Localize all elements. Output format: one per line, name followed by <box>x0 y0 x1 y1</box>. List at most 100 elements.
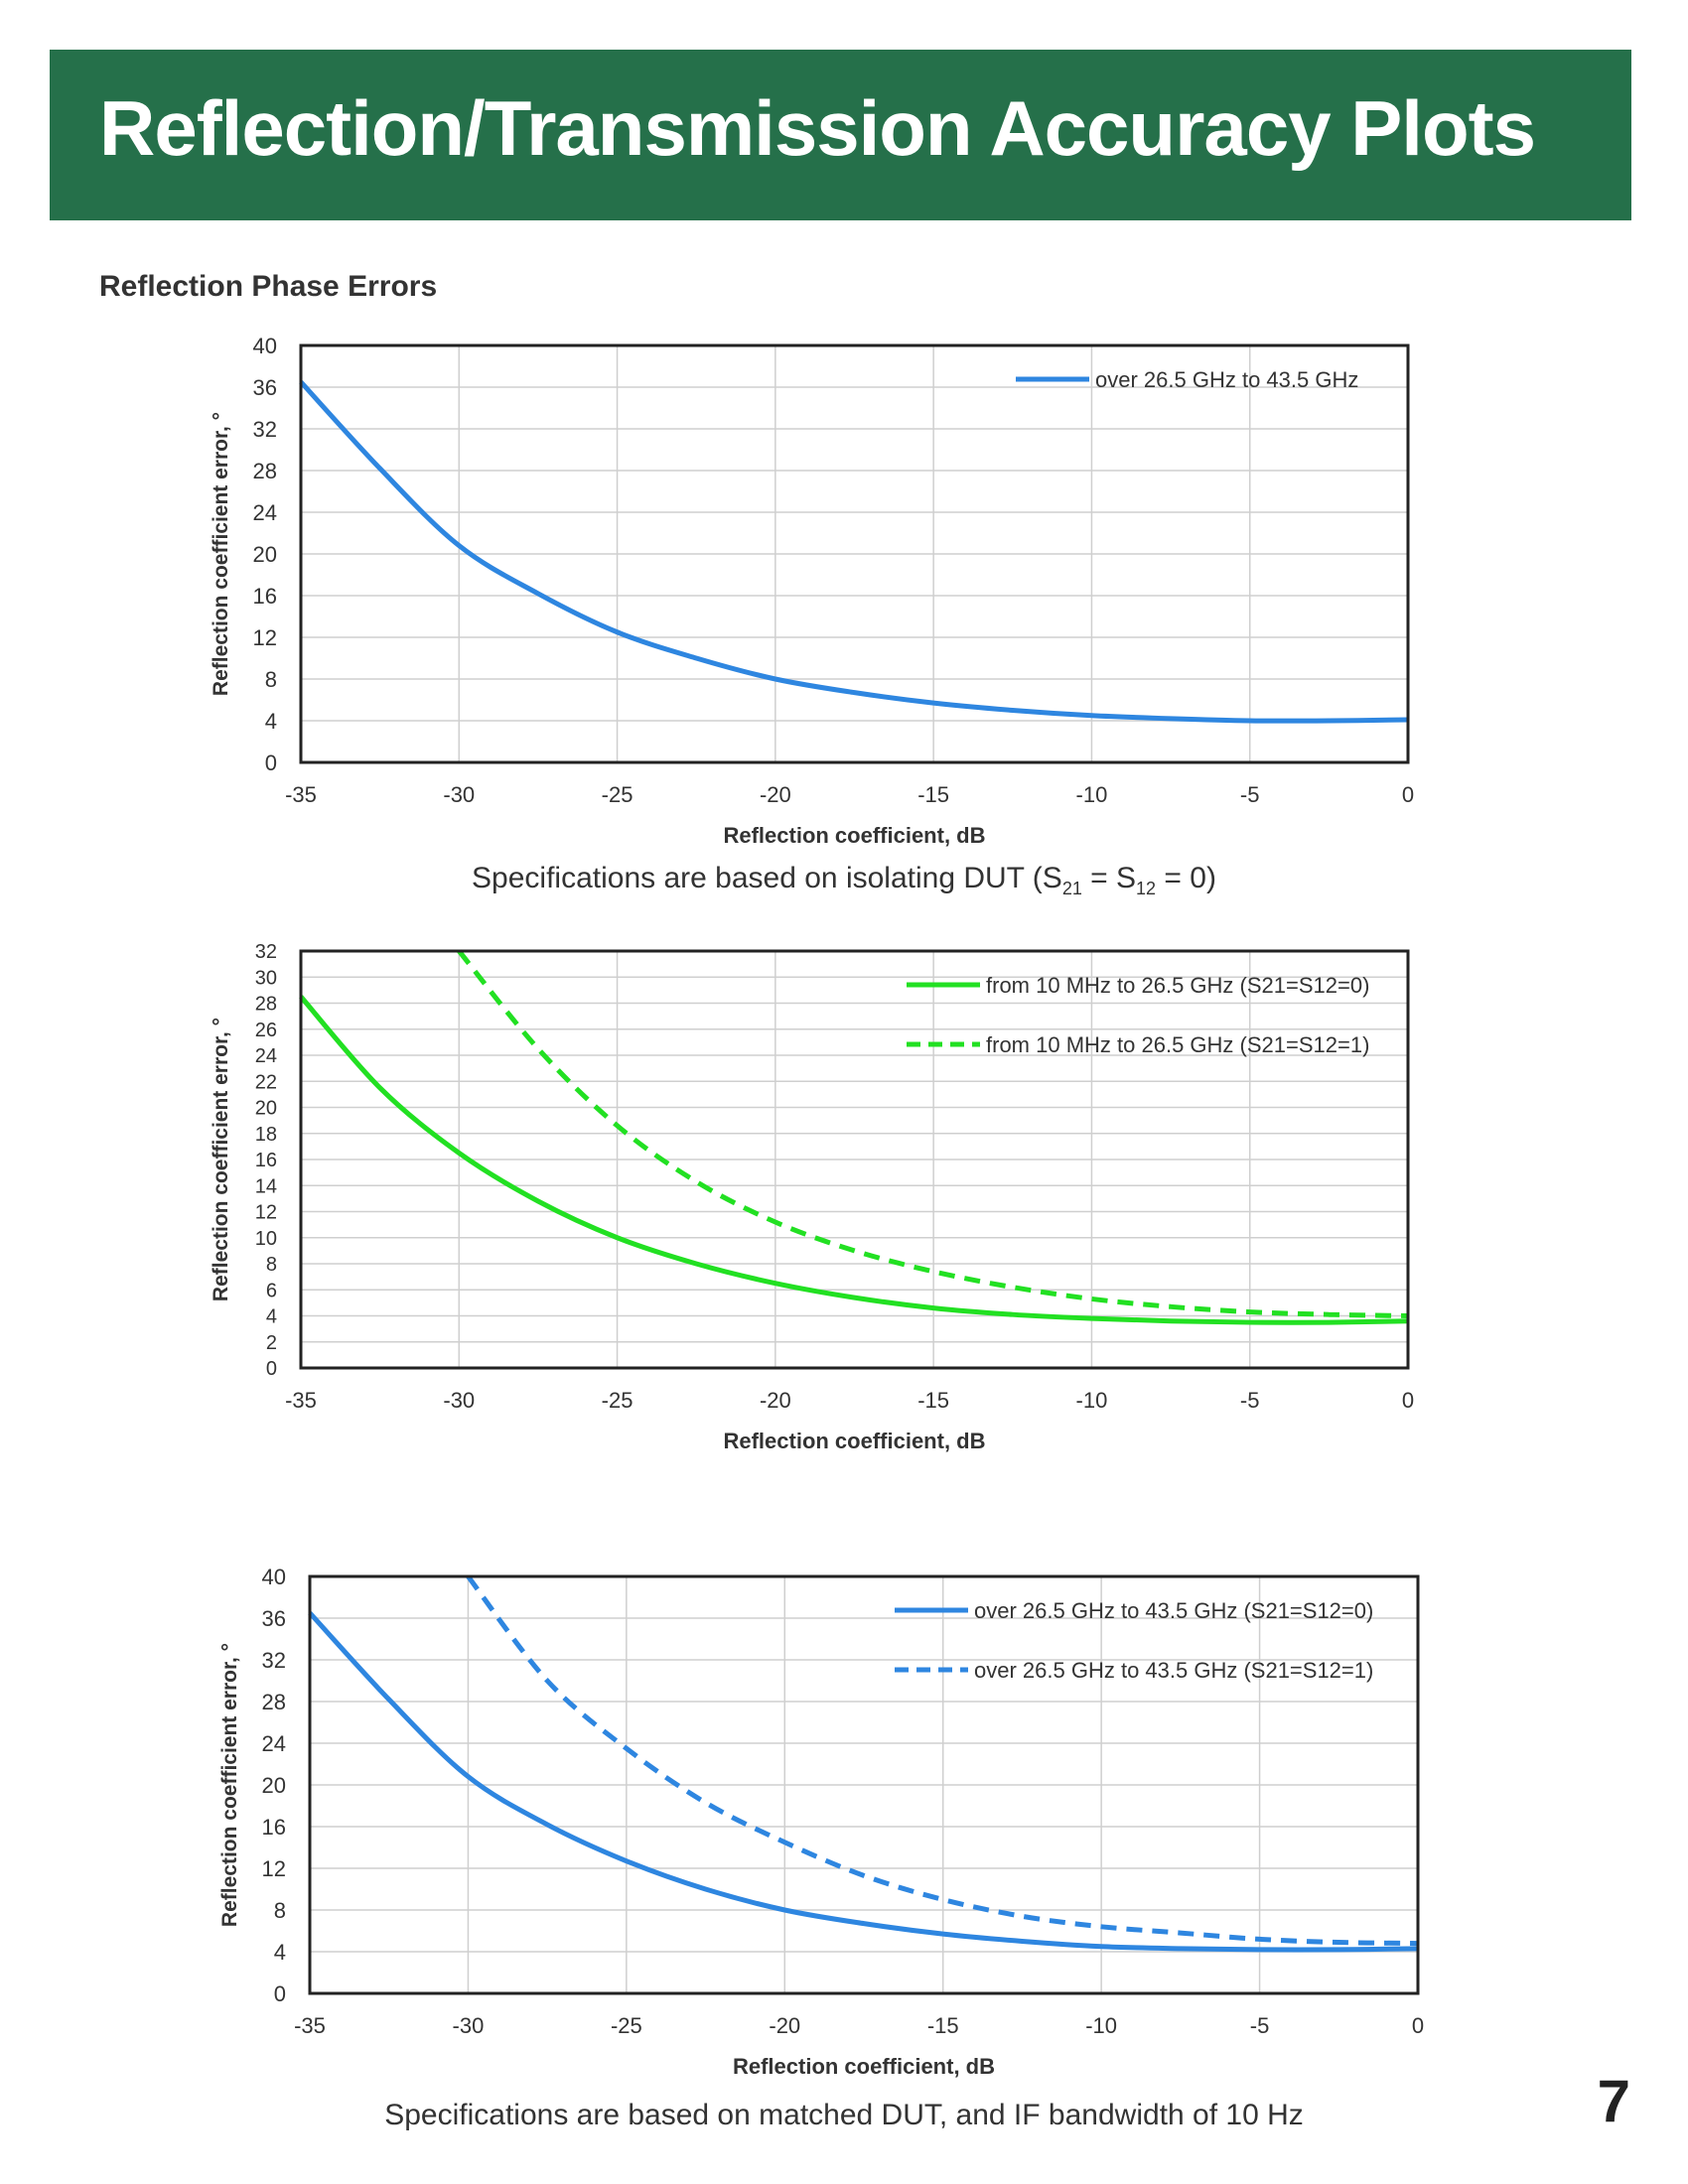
y-tick-label: 24 <box>262 1731 286 1756</box>
y-tick-label: 8 <box>274 1898 286 1923</box>
x-tick-label: -15 <box>927 2013 959 2038</box>
chart-reflection-phase-error-1: 0 4 8 12 16 20 24 28 32 36 40 -35 -30 -25 -20 -15 -10 -5 0… <box>210 334 1414 848</box>
series-line-1 <box>299 380 1409 724</box>
series-line-2 <box>466 1574 1419 1947</box>
y-tick-label: 32 <box>253 417 277 442</box>
legend-label-1: from 10 MHz to 26.5 GHz (S21=S12=0) <box>986 973 1369 998</box>
x-tick-label: -35 <box>285 1388 317 1413</box>
series-line-1 <box>308 1611 1419 1953</box>
x-tick-label: -30 <box>453 2013 485 2038</box>
y-tick-label: 16 <box>253 584 277 609</box>
y-tick-label: 40 <box>262 1565 286 1589</box>
y-tick-label: 0 <box>274 1981 286 2006</box>
x-tick-label: -25 <box>602 782 633 807</box>
y-tick-label: 0 <box>266 1358 277 1380</box>
y-tick-label: 8 <box>266 1254 277 1276</box>
legend-label-1: over 26.5 GHz to 43.5 GHz (S21=S12=0) <box>974 1598 1373 1623</box>
y-tick-label: 20 <box>262 1773 286 1798</box>
y-tick-label: 28 <box>255 994 277 1016</box>
x-tick-label: -35 <box>285 782 317 807</box>
x-tick-label: -10 <box>1076 782 1108 807</box>
caption-sub-21: 21 <box>1061 879 1082 898</box>
chart-reflection-phase-error-3: 0 4 8 12 16 20 24 28 32 36 40 -35 -30 -25 -20 -15 -10 -5 0… <box>218 1565 1424 2079</box>
y-tick-label: 16 <box>255 1150 277 1171</box>
x-axis-label: Reflection coefficient, dB <box>723 823 985 848</box>
caption-prefix: Specifications are based on isolating DU… <box>472 862 1062 894</box>
x-tick-label: -20 <box>769 2013 800 2038</box>
legend: over 26.5 GHz to 43.5 GHz (S21=S12=0) ove… <box>895 1598 1373 1683</box>
y-tick-label: 32 <box>262 1648 286 1673</box>
y-tick-label: 28 <box>262 1690 286 1714</box>
x-tick-label: -10 <box>1085 2013 1117 2038</box>
y-tick-label: 36 <box>253 375 277 400</box>
x-tick-label: -10 <box>1076 1388 1108 1413</box>
plot-border <box>299 949 1410 1370</box>
legend-label-1: over 26.5 GHz to 43.5 GHz <box>1095 367 1358 392</box>
x-tick-label: -30 <box>443 1388 475 1413</box>
y-tick-label: 14 <box>255 1175 277 1197</box>
y-tick-label: 36 <box>262 1606 286 1631</box>
legend: from 10 MHz to 26.5 GHz (S21=S12=0) from … <box>907 973 1369 1057</box>
y-tick-label: 26 <box>255 1020 277 1041</box>
header-banner: Reflection/Transmission Accuracy Plots <box>50 50 1631 220</box>
y-tick-label: 0 <box>265 751 277 775</box>
x-axis-label: Reflection coefficient, dB <box>733 2054 995 2079</box>
x-tick-label: 0 <box>1412 2013 1424 2038</box>
y-tick-label: 32 <box>255 941 277 963</box>
caption-suffix: = 0) <box>1156 862 1216 894</box>
y-tick-label: 4 <box>265 709 277 734</box>
y-tick-label: 12 <box>262 1856 286 1881</box>
y-tick-label: 20 <box>253 542 277 567</box>
y-tick-label: 10 <box>255 1228 277 1250</box>
x-tick-label: -25 <box>611 2013 642 2038</box>
x-tick-label: -30 <box>443 782 475 807</box>
y-tick-label: 30 <box>255 967 277 989</box>
y-tick-label: 24 <box>255 1045 277 1067</box>
page-number: 7 <box>1597 2068 1630 2134</box>
caption-matched-dut: Specifications are based on matched DUT,… <box>384 2099 1304 2131</box>
x-tick-label: -5 <box>1240 782 1260 807</box>
gridlines <box>301 951 1408 1368</box>
legend: over 26.5 GHz to 43.5 GHz <box>1016 367 1358 392</box>
y-tick-label: 4 <box>274 1940 286 1965</box>
y-axis-label: Reflection coefficient error, ° <box>210 412 232 696</box>
x-tick-label: 0 <box>1402 1388 1414 1413</box>
x-tick-label: -15 <box>917 1388 949 1413</box>
y-tick-label: 18 <box>255 1124 277 1146</box>
x-tick-label: 0 <box>1402 782 1414 807</box>
series-line-2 <box>457 949 1409 1318</box>
page-title: Reflection/Transmission Accuracy Plots <box>99 84 1536 172</box>
y-tick-label: 22 <box>255 1071 277 1093</box>
legend-label-2: over 26.5 GHz to 43.5 GHz (S21=S12=1) <box>974 1658 1373 1683</box>
caption-isolating-dut: Specifications are based on isolating DU… <box>0 862 1688 899</box>
y-tick-label: 6 <box>266 1280 277 1301</box>
section-title: Reflection Phase Errors <box>99 270 438 303</box>
x-tick-label: -5 <box>1250 2013 1270 2038</box>
y-tick-label: 2 <box>266 1332 277 1354</box>
y-tick-label: 16 <box>262 1815 286 1840</box>
plot-border <box>308 1574 1420 1995</box>
gridlines <box>310 1576 1418 1993</box>
y-tick-label: 20 <box>255 1098 277 1120</box>
x-tick-label: -25 <box>602 1388 633 1413</box>
x-tick-label: -35 <box>294 2013 326 2038</box>
plot-border <box>299 343 1410 764</box>
y-tick-label: 12 <box>253 625 277 650</box>
y-tick-label: 24 <box>253 500 277 525</box>
caption-mid: = S <box>1081 862 1137 894</box>
x-tick-label: -5 <box>1240 1388 1260 1413</box>
y-tick-label: 8 <box>265 667 277 692</box>
x-tick-label: -15 <box>917 782 949 807</box>
y-axis-label: Reflection coefficient error, ° <box>210 1018 232 1301</box>
x-tick-label: -20 <box>760 782 791 807</box>
y-axis-label: Reflection coefficient error, ° <box>218 1643 241 1927</box>
series-line-1 <box>299 995 1409 1325</box>
legend-label-2: from 10 MHz to 26.5 GHz (S21=S12=1) <box>986 1032 1369 1057</box>
y-tick-label: 40 <box>253 334 277 358</box>
x-tick-label: -20 <box>760 1388 791 1413</box>
y-tick-label: 4 <box>266 1306 277 1328</box>
x-axis-label: Reflection coefficient, dB <box>723 1429 985 1453</box>
caption-sub-12: 12 <box>1136 879 1157 898</box>
y-tick-label: 12 <box>255 1202 277 1224</box>
